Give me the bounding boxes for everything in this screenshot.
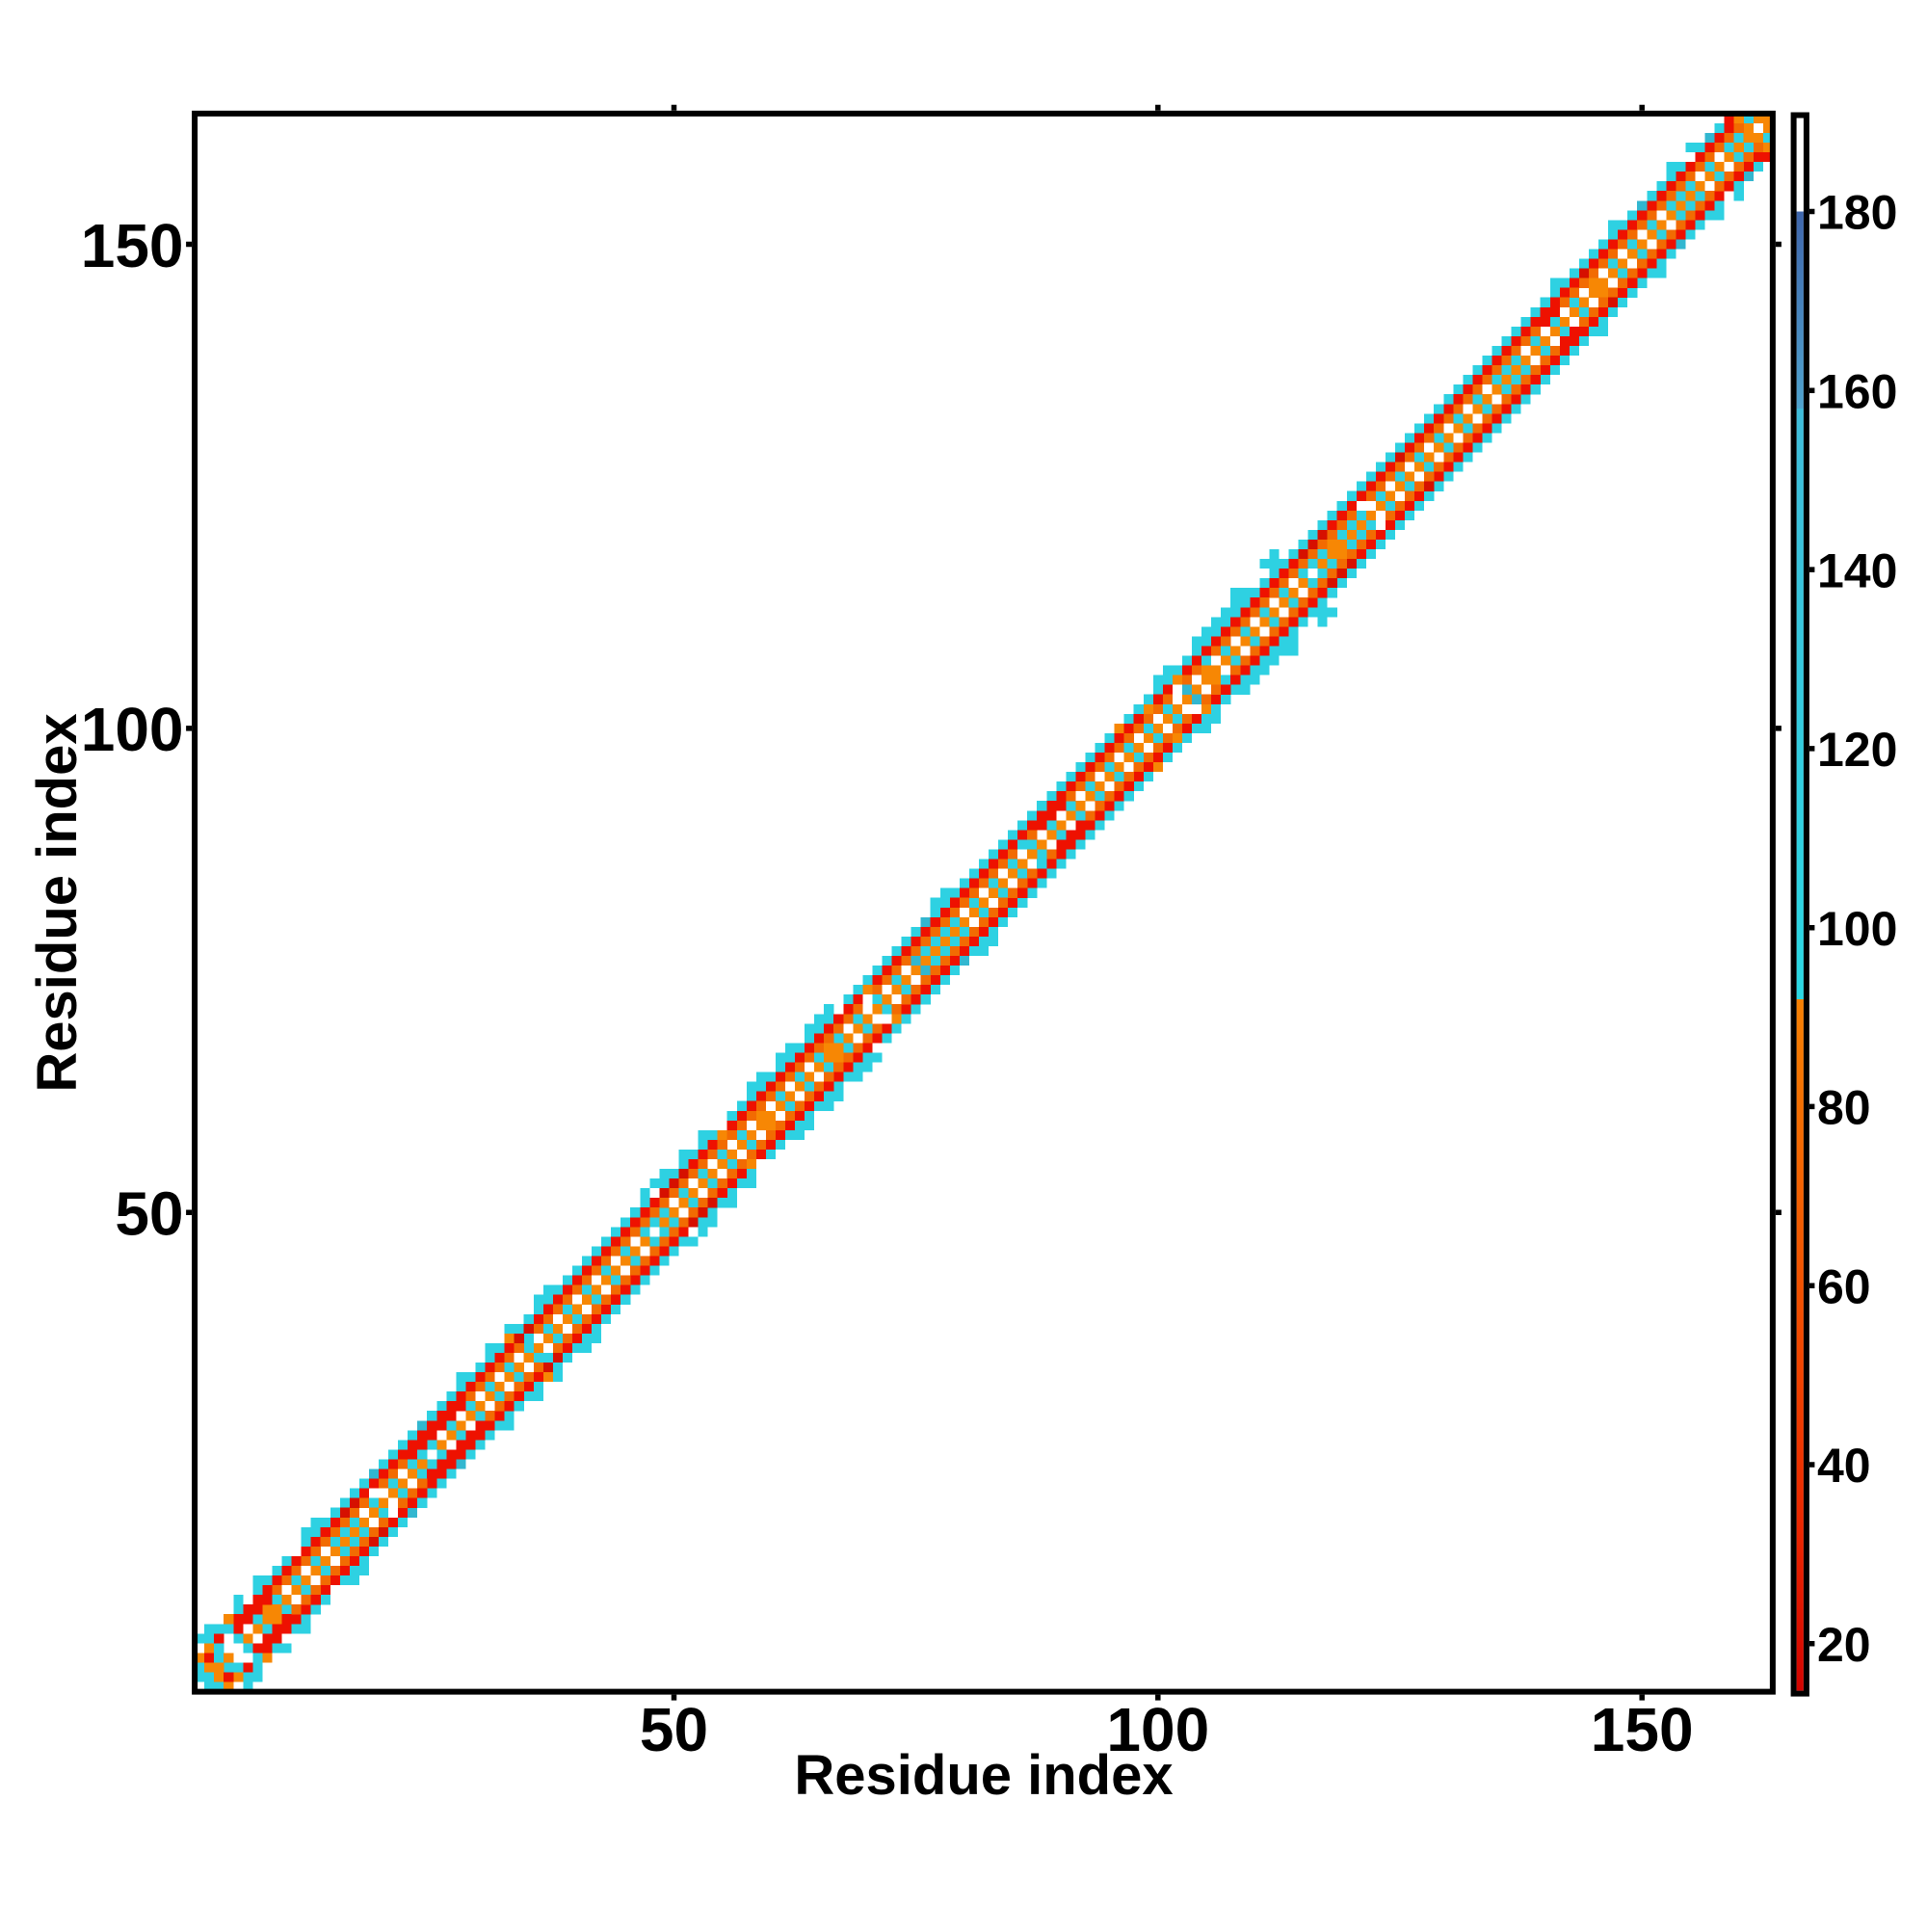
svg-text:150: 150: [1591, 1695, 1694, 1764]
svg-text:Residue index: Residue index: [26, 713, 89, 1092]
svg-text:140: 140: [1817, 543, 1897, 597]
svg-text:Residue index: Residue index: [794, 1744, 1173, 1807]
svg-text:120: 120: [1817, 723, 1897, 777]
svg-text:20: 20: [1817, 1618, 1871, 1672]
svg-text:80: 80: [1817, 1081, 1871, 1135]
svg-text:50: 50: [640, 1695, 708, 1764]
svg-text:100: 100: [81, 695, 184, 764]
svg-text:50: 50: [115, 1179, 183, 1249]
svg-text:150: 150: [81, 211, 184, 280]
svg-text:180: 180: [1817, 186, 1897, 240]
svg-text:100: 100: [1817, 902, 1897, 956]
svg-text:100: 100: [1106, 1695, 1209, 1764]
svg-text:160: 160: [1817, 365, 1897, 419]
svg-text:40: 40: [1817, 1439, 1871, 1493]
svg-text:60: 60: [1817, 1259, 1871, 1313]
